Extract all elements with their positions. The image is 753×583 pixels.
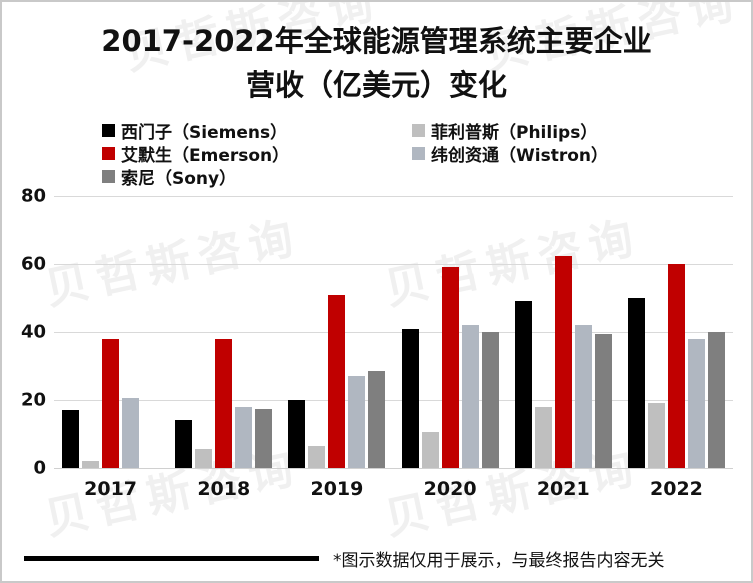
bar[interactable] xyxy=(122,398,140,468)
x-axis: 2017 2018 2019 2020 2021 2022 xyxy=(54,468,733,500)
bar[interactable] xyxy=(215,338,233,468)
bar[interactable] xyxy=(514,301,532,468)
gridline xyxy=(54,264,733,265)
legend-item-wistron[interactable]: 纬创资通（Wistron） xyxy=(412,141,751,166)
bar[interactable] xyxy=(627,298,645,468)
bar[interactable] xyxy=(102,338,120,468)
bar-group xyxy=(167,196,280,468)
legend-swatch-icon xyxy=(102,124,115,137)
bar[interactable] xyxy=(707,332,725,468)
legend-item-sony[interactable]: 索尼（Sony） xyxy=(102,164,412,189)
gridline xyxy=(54,468,733,469)
bar[interactable] xyxy=(461,325,479,468)
bar[interactable] xyxy=(328,294,346,468)
x-axis-tick-label: 2019 xyxy=(310,478,364,500)
bar[interactable] xyxy=(368,371,386,468)
bar[interactable] xyxy=(348,376,366,468)
legend-swatch-icon xyxy=(412,124,425,137)
legend-item-siemens[interactable]: 西门子（Siemens） xyxy=(102,118,412,143)
bar[interactable] xyxy=(62,410,80,468)
bar[interactable] xyxy=(401,328,419,468)
legend-label: 菲利普斯（Philips） xyxy=(431,123,598,143)
bar[interactable] xyxy=(647,403,665,468)
chart-title: 2017-2022年全球能源管理系统主要企业 营收（亿美元）变化 xyxy=(2,2,751,107)
bar-group xyxy=(280,196,393,468)
legend-label: 索尼（Sony） xyxy=(121,169,237,189)
bar-groups xyxy=(54,196,733,468)
bar[interactable] xyxy=(534,406,552,468)
bar[interactable] xyxy=(421,432,439,468)
bar-group xyxy=(620,196,733,468)
bar[interactable] xyxy=(687,338,705,468)
x-axis-tick-label: 2020 xyxy=(423,478,477,500)
bar-group xyxy=(507,196,620,468)
chart-title-line-1: 2017-2022年全球能源管理系统主要企业 xyxy=(101,24,652,58)
footer-rule xyxy=(24,556,319,561)
legend-swatch-icon xyxy=(102,147,115,160)
y-axis-tick-label: 0 xyxy=(33,457,46,479)
footer-note: *图示数据仅用于展示，与最终报告内容无关 xyxy=(333,551,665,571)
bar[interactable] xyxy=(574,325,592,468)
bar[interactable] xyxy=(594,333,612,468)
bar[interactable] xyxy=(308,445,326,468)
y-axis-tick-label: 20 xyxy=(20,389,46,411)
plot-wrapper: 0 20 40 60 80 2017 2018 2019 2020 2021 2022 xyxy=(2,186,751,500)
gridline xyxy=(54,196,733,197)
bar[interactable] xyxy=(441,267,459,468)
y-axis: 0 20 40 60 80 xyxy=(2,186,54,479)
bar[interactable] xyxy=(175,420,193,468)
bar[interactable] xyxy=(481,332,499,468)
chart-legend: 西门子（Siemens） 菲利普斯（Philips） 艾默生（Emerson） … xyxy=(2,118,751,189)
legend-label: 纬创资通（Wistron） xyxy=(431,146,608,166)
bar[interactable] xyxy=(554,255,572,468)
gridline xyxy=(54,400,733,401)
x-axis-tick-label: 2021 xyxy=(536,478,590,500)
legend-item-philips[interactable]: 菲利普斯（Philips） xyxy=(412,118,751,143)
legend-swatch-icon xyxy=(412,147,425,160)
x-axis-tick-label: 2017 xyxy=(84,478,138,500)
bar[interactable] xyxy=(288,400,306,468)
bar-group xyxy=(54,196,167,468)
legend-swatch-icon xyxy=(102,170,115,183)
y-axis-tick-label: 60 xyxy=(20,253,46,275)
bar[interactable] xyxy=(82,461,100,468)
x-axis-tick-label: 2018 xyxy=(197,478,251,500)
bar[interactable] xyxy=(235,406,253,468)
x-axis-tick-label: 2022 xyxy=(650,478,703,500)
bar-group xyxy=(394,196,507,468)
plot-area xyxy=(54,196,733,469)
chart-title-line-2: 营收（亿美元）变化 xyxy=(245,67,507,102)
bar[interactable] xyxy=(255,408,273,468)
legend-label: 西门子（Siemens） xyxy=(121,123,288,143)
bar[interactable] xyxy=(195,449,213,468)
legend-label: 艾默生（Emerson） xyxy=(121,146,290,166)
footer: *图示数据仅用于展示，与最终报告内容无关 xyxy=(2,546,751,571)
y-axis-tick-label: 40 xyxy=(20,321,46,343)
gridline xyxy=(54,332,733,333)
y-axis-tick-label: 80 xyxy=(20,185,46,207)
bar[interactable] xyxy=(667,264,685,468)
legend-item-emerson[interactable]: 艾默生（Emerson） xyxy=(102,141,412,166)
